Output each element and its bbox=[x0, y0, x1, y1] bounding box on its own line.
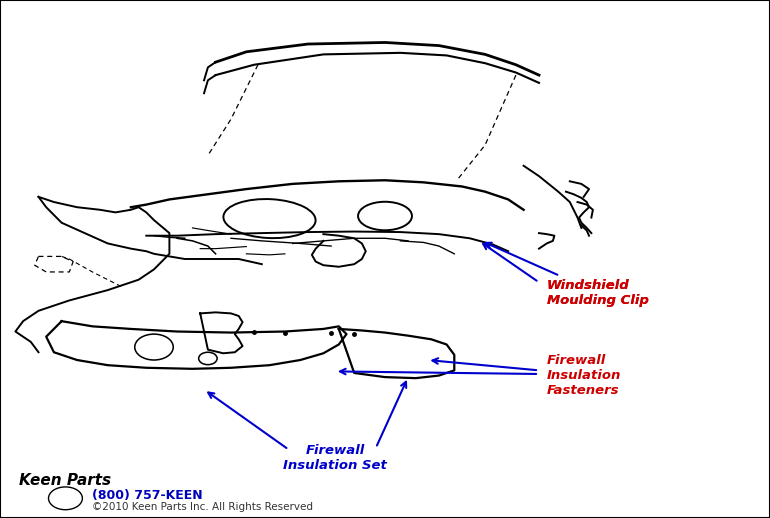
Text: Firewall
Insulation
Fasteners: Firewall Insulation Fasteners bbox=[547, 354, 621, 397]
Text: Windshield
Moulding Clip: Windshield Moulding Clip bbox=[547, 279, 648, 307]
Text: ©2010 Keen Parts Inc. All Rights Reserved: ©2010 Keen Parts Inc. All Rights Reserve… bbox=[92, 501, 313, 512]
Text: Keen Parts: Keen Parts bbox=[19, 473, 112, 488]
Text: Windshield
Moulding Clip: Windshield Moulding Clip bbox=[486, 242, 648, 307]
Text: Firewall
Insulation Set: Firewall Insulation Set bbox=[283, 444, 387, 472]
Text: (800) 757-KEEN: (800) 757-KEEN bbox=[92, 489, 203, 502]
